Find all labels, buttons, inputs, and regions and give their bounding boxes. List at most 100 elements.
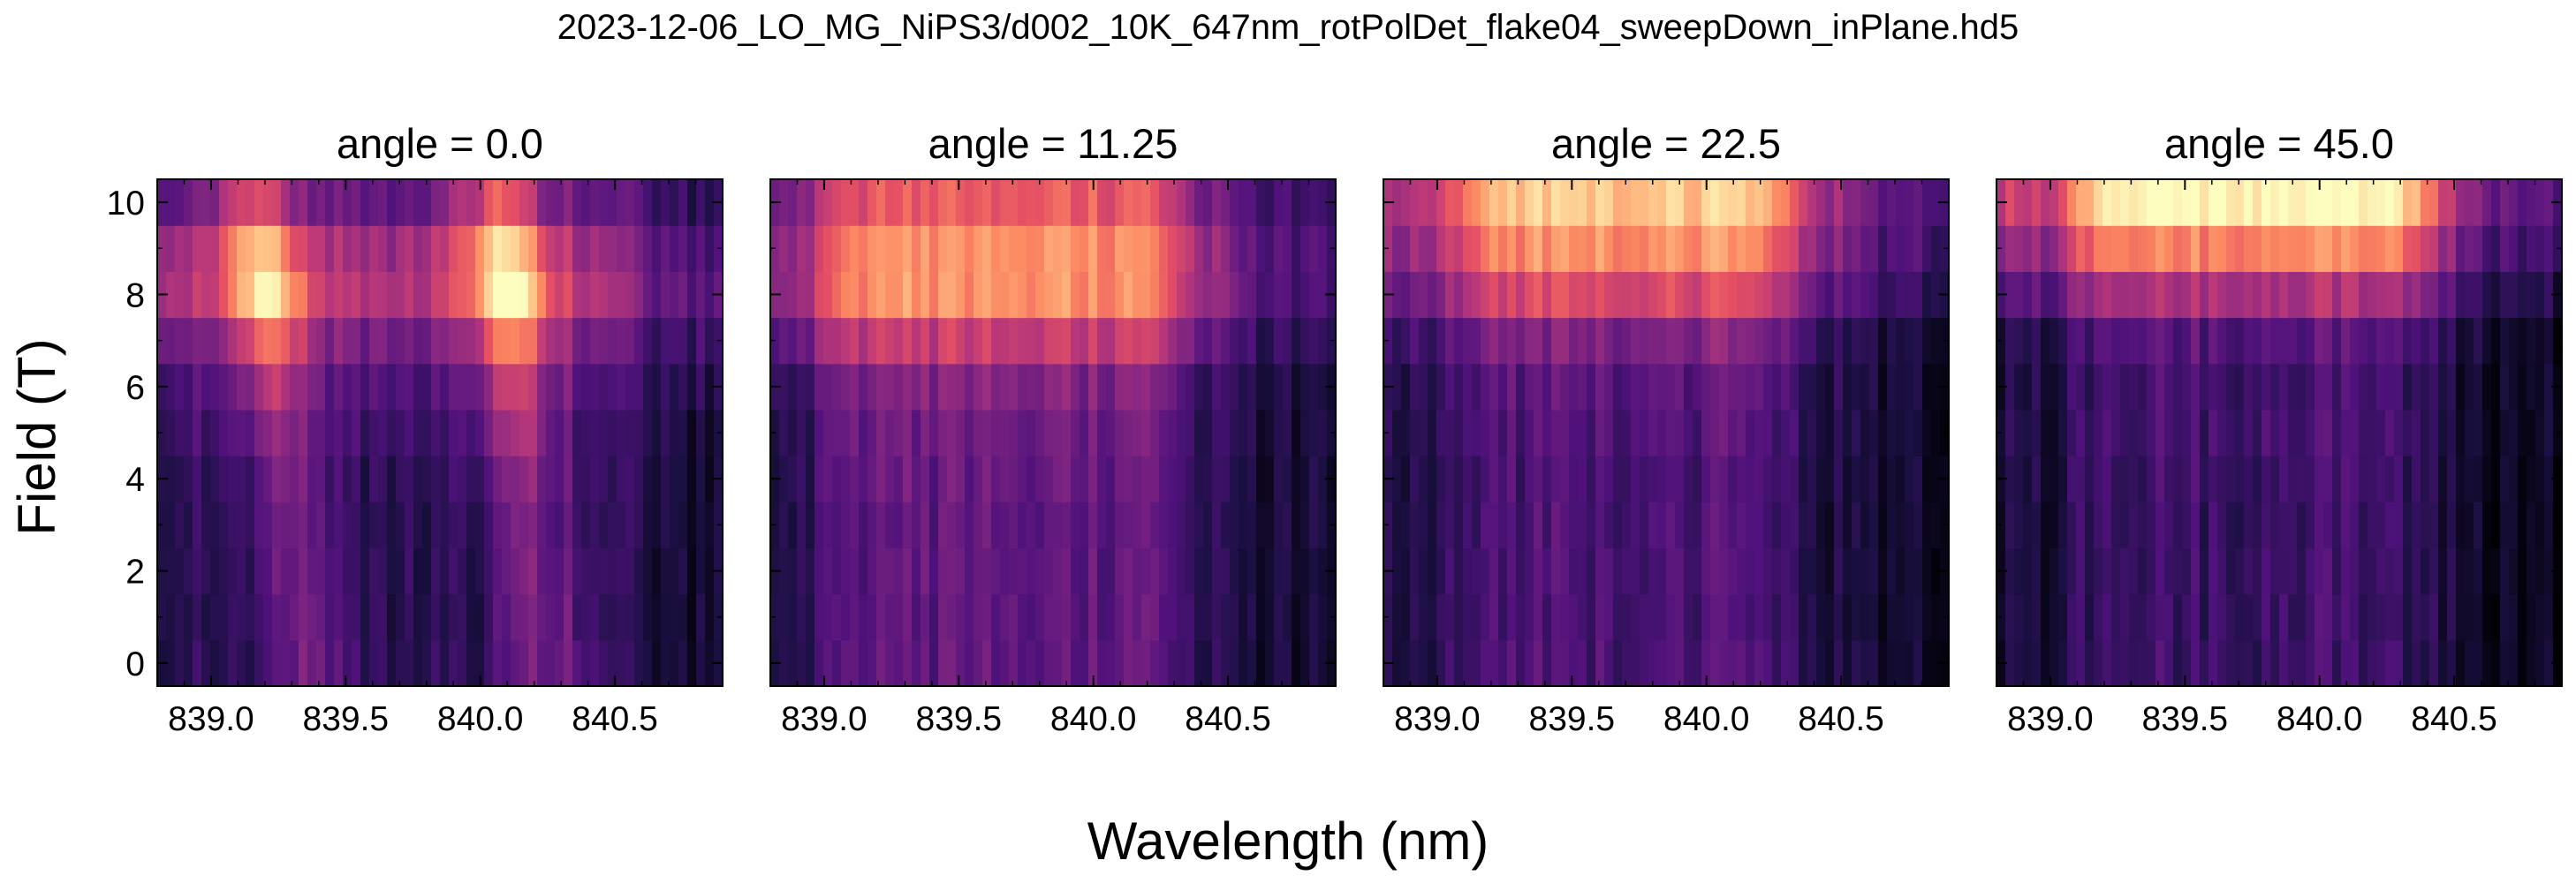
heatmap-cell: [254, 179, 264, 226]
heatmap-cell: [2474, 271, 2483, 319]
heatmap-cell: [1719, 502, 1729, 549]
heatmap-cell: [696, 639, 706, 687]
heatmap-cell: [661, 363, 671, 411]
heatmap-cell: [2235, 502, 2245, 549]
heatmap-cell: [1106, 317, 1116, 365]
x-tick-label: 839.0: [168, 700, 254, 738]
heatmap-cell: [1622, 409, 1632, 457]
heatmap-cell: [1071, 179, 1080, 226]
heatmap-cell: [1150, 363, 1160, 411]
heatmap-cell: [2421, 317, 2430, 365]
heatmap-cell: [652, 547, 662, 595]
heatmap-cell: [1392, 409, 1402, 457]
heatmap-cell: [2491, 456, 2501, 502]
heatmap-cell: [1000, 317, 1010, 365]
heatmap-cell: [237, 639, 246, 687]
heatmap-cell: [413, 225, 423, 272]
heatmap-cell: [1719, 363, 1729, 411]
heatmap-cell: [219, 271, 229, 319]
heatmap-cell: [378, 317, 388, 365]
heatmap-cell: [1542, 363, 1552, 411]
heatmap-cell: [475, 179, 485, 226]
heatmap-cell: [2253, 547, 2262, 595]
heatmap-cell: [281, 409, 291, 457]
heatmap-cell: [2403, 593, 2413, 641]
heatmap-cell: [352, 271, 361, 319]
heatmap-cell: [493, 317, 503, 365]
heatmap-cell: [1300, 179, 1310, 226]
heatmap-cell: [369, 639, 379, 687]
heatmap-cell: [2359, 317, 2368, 365]
heatmap-cell: [263, 639, 273, 687]
heatmap-cell: [2456, 456, 2466, 502]
heatmap-cell: [2058, 593, 2068, 641]
heatmap-cell: [991, 639, 1001, 687]
heatmap-cell: [502, 363, 511, 411]
heatmap-cell: [2102, 179, 2112, 226]
heatmap-cell: [1292, 547, 1301, 595]
heatmap-cell: [859, 502, 868, 549]
heatmap-cell: [246, 317, 255, 365]
heatmap-cell: [2058, 179, 2068, 226]
heatmap-cell: [1401, 363, 1411, 411]
heatmap-cell: [1843, 271, 1852, 319]
heatmap-cell: [2041, 409, 2050, 457]
heatmap-cell: [2518, 547, 2527, 595]
heatmap-cell: [2120, 456, 2130, 502]
heatmap-cell: [263, 271, 273, 319]
heatmap-cell: [2500, 456, 2510, 502]
heatmap-cell: [1657, 409, 1667, 457]
heatmap-cell: [1000, 502, 1010, 549]
heatmap-cell: [2182, 456, 2192, 502]
heatmap-cell: [2014, 317, 2024, 365]
heatmap-cell: [1053, 409, 1063, 457]
heatmap-cell: [564, 593, 573, 641]
heatmap-cell: [210, 409, 220, 457]
heatmap-cell: [2368, 271, 2377, 319]
heatmap-cell: [2023, 593, 2033, 641]
heatmap-cell: [670, 593, 679, 641]
heatmap-cell: [608, 409, 617, 457]
heatmap-cell: [528, 639, 538, 687]
heatmap-cell: [1481, 639, 1490, 687]
heatmap-cell: [1481, 547, 1490, 595]
heatmap-cell: [2032, 271, 2042, 319]
heatmap-cell: [1657, 456, 1667, 502]
heatmap-cell: [396, 593, 405, 641]
heatmap-cell: [2262, 593, 2271, 641]
heatmap-cell: [1106, 593, 1116, 641]
heatmap-cell: [1159, 502, 1169, 549]
heatmap-cell: [2429, 409, 2439, 457]
heatmap-cell: [449, 363, 458, 411]
heatmap-cell: [1507, 593, 1517, 641]
heatmap-cell: [1300, 225, 1310, 272]
heatmap-cell: [475, 409, 485, 457]
heatmap-cell: [2297, 502, 2307, 549]
heatmap-cell: [1018, 502, 1027, 549]
heatmap-cell: [1318, 593, 1328, 641]
heatmap-cell: [2085, 225, 2095, 272]
heatmap-cell: [378, 456, 388, 502]
heatmap-cell: [2500, 409, 2510, 457]
heatmap-cell: [1239, 409, 1248, 457]
heatmap-cell: [1283, 593, 1292, 641]
heatmap-cell: [2032, 639, 2042, 687]
heatmap-cell: [1274, 225, 1284, 272]
heatmap-cell: [2120, 409, 2130, 457]
heatmap-cell: [643, 502, 653, 549]
heatmap-cell: [1230, 179, 1239, 226]
heatmap-cell: [823, 593, 833, 641]
heatmap-cell: [1507, 225, 1517, 272]
heatmap-cell: [2509, 639, 2519, 687]
heatmap-cell: [528, 456, 538, 502]
heatmap-cell: [2394, 317, 2404, 365]
heatmap-cell: [929, 225, 939, 272]
heatmap-cell: [1604, 593, 1614, 641]
heatmap-cell: [2535, 409, 2545, 457]
heatmap-cell: [1274, 317, 1284, 365]
heatmap-cell: [166, 271, 176, 319]
heatmap-cell: [2085, 593, 2095, 641]
heatmap-cell: [1080, 317, 1089, 365]
heatmap-cell: [1203, 502, 1213, 549]
heatmap-cell: [2465, 179, 2474, 226]
